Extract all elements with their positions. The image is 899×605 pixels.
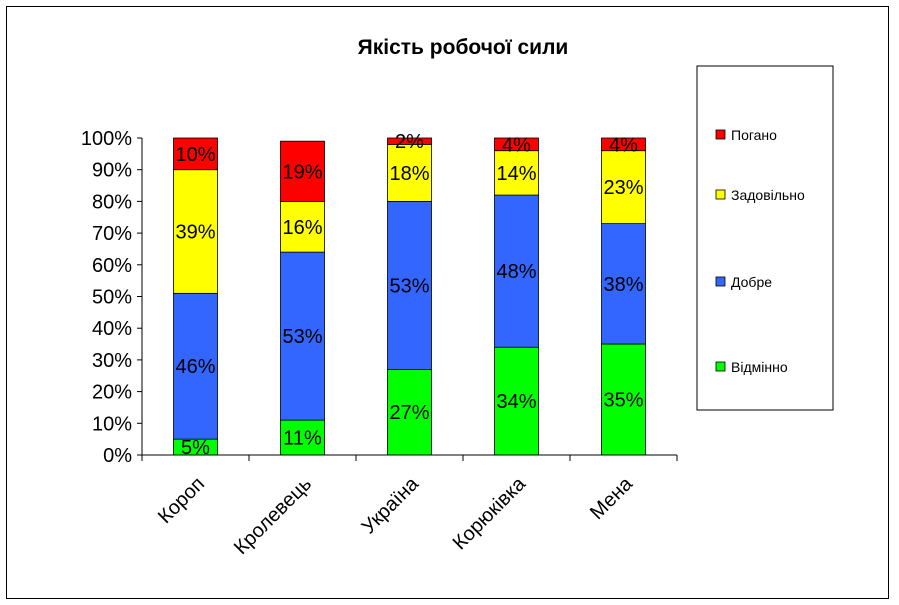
data-label: 35% bbox=[603, 390, 643, 412]
data-label: 23% bbox=[603, 177, 643, 199]
y-tick-label: 90% bbox=[92, 160, 132, 182]
y-axis: 0% 10% 20% 30% 40% 50% 60% 70% 80% 90% 100% bbox=[81, 128, 143, 467]
data-label: 53% bbox=[389, 275, 429, 297]
bar-segment bbox=[494, 194, 539, 348]
data-label: 11% bbox=[283, 428, 322, 450]
data-label: 27% bbox=[389, 402, 429, 424]
bar-segment bbox=[173, 292, 218, 440]
data-label: 46% bbox=[175, 356, 215, 378]
y-tick-label: 10% bbox=[92, 413, 132, 435]
data-label: 53% bbox=[282, 326, 322, 348]
bars: 5% 46% 39% 10% 11% 53% 16% 19% 27% 53% 18% 2% 34% 48%… bbox=[173, 131, 646, 459]
bar-segment bbox=[387, 137, 432, 145]
bar-segment bbox=[387, 143, 432, 202]
data-label: 48% bbox=[496, 261, 536, 283]
data-label: 4% bbox=[609, 134, 638, 156]
bar-segment bbox=[601, 150, 646, 224]
data-label: 39% bbox=[175, 222, 215, 244]
data-label: 16% bbox=[282, 217, 322, 239]
x-category-label: Кролевець bbox=[230, 473, 316, 559]
data-label: 34% bbox=[496, 391, 536, 413]
legend-label: Добре bbox=[731, 274, 772, 290]
x-category-label: Мена bbox=[586, 472, 638, 524]
data-label: 5% bbox=[181, 437, 210, 459]
legend-box bbox=[696, 65, 834, 411]
bar-segment bbox=[173, 137, 218, 171]
legend-swatch bbox=[715, 129, 726, 140]
bar-segment bbox=[601, 223, 646, 345]
data-label: 18% bbox=[389, 163, 429, 185]
data-label: 10% bbox=[175, 144, 215, 166]
data-label: 14% bbox=[496, 163, 536, 185]
y-tick-label: 80% bbox=[92, 191, 132, 213]
legend-swatch bbox=[715, 361, 726, 372]
x-category-label: Короп bbox=[154, 473, 209, 528]
x-axis: Короп Кролевець Україна Корюківка Мена bbox=[141, 454, 678, 559]
x-category-label: Корюківка bbox=[449, 472, 531, 554]
legend-label: Погано bbox=[731, 127, 777, 143]
bar-segment bbox=[601, 137, 646, 152]
y-tick-label: 0% bbox=[103, 445, 132, 467]
bar-segment bbox=[494, 137, 539, 152]
chart-title: Якість робочої сили bbox=[358, 36, 569, 59]
y-tick-label: 30% bbox=[92, 350, 132, 372]
legend-swatch bbox=[715, 276, 726, 287]
bar-segment bbox=[280, 140, 325, 202]
legend-label: Відмінно bbox=[731, 359, 788, 375]
legend: Погано Задовільно Добре Відмінно bbox=[696, 65, 834, 411]
x-category-label: Україна bbox=[358, 472, 424, 538]
legend-swatch bbox=[715, 189, 726, 200]
bar-segment bbox=[280, 251, 325, 421]
y-tick-label: 20% bbox=[92, 382, 132, 404]
data-label: 2% bbox=[395, 131, 424, 153]
legend-label: Задовільно bbox=[731, 187, 805, 203]
y-tick-label: 40% bbox=[92, 318, 132, 340]
bar-segment bbox=[387, 369, 432, 456]
bar-segment bbox=[173, 169, 218, 294]
y-tick-label: 100% bbox=[81, 128, 132, 150]
data-label: 4% bbox=[502, 134, 531, 156]
y-tick-label: 60% bbox=[92, 255, 132, 277]
y-tick-label: 50% bbox=[92, 287, 132, 309]
data-label: 38% bbox=[603, 274, 643, 296]
data-label: 19% bbox=[282, 161, 322, 183]
y-tick-label: 70% bbox=[92, 223, 132, 245]
bar-segment bbox=[387, 200, 432, 370]
